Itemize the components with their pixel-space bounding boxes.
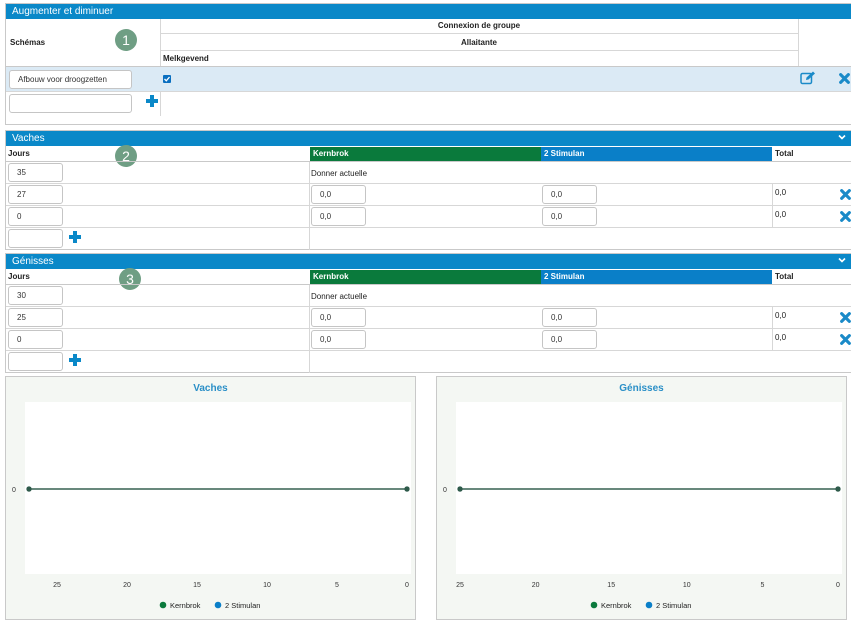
allaitante-header: Allaitante [460,38,497,47]
kernbrok-input[interactable]: 0,0 [311,330,366,349]
step-badge: 2 [115,145,137,167]
x-tick-label: 20 [123,582,131,589]
new-jours-input[interactable] [8,352,63,371]
col-stimulan-header: 2 Stimulan [541,147,772,161]
step-badge: 1 [115,29,137,51]
legend-label: 2 Stimulan [225,601,260,610]
section-title: Vaches [6,131,851,146]
data-point [835,486,841,492]
stimulan-input[interactable]: 0,0 [542,308,597,327]
current-feed-label: Donner actuelle [311,169,368,178]
schema-name-input[interactable]: Afbouw voor droogzetten [9,70,132,89]
stimulan-input[interactable]: 0,0 [542,207,597,226]
new-schema-input[interactable] [9,94,132,113]
chart-svg: 0 25 20 15 10 5 0 Kernbrok 2 Stimulan [12,486,410,610]
step-badge: 3 [119,268,141,290]
legend-label: 2 Stimulan [656,601,691,610]
kernbrok-input[interactable]: 0,0 [311,207,366,226]
y-tick-label: 0 [443,487,447,494]
col-schemas-header: Schémas [10,38,46,47]
jours-input[interactable]: 35 [8,163,63,182]
col-jours-header: Jours [8,272,30,281]
total-value: 0,0 [775,311,787,320]
jours-input[interactable]: 27 [8,185,63,204]
col-kernbrok-header: Kernbrok [310,147,541,161]
current-feed-label: Donner actuelle [311,292,368,301]
chart-title: Vaches [193,383,228,394]
section-genisses: Génisses 3 Jours Kernbrok 2 Stimulan Tot… [5,253,851,373]
legend-marker [214,601,222,609]
delete-row-icon[interactable] [840,334,851,345]
legend-marker [645,601,653,609]
delete-icon[interactable] [839,73,850,84]
jours-input[interactable]: 30 [8,286,63,305]
x-tick-label: 15 [607,582,615,589]
col-total-header: Total [775,149,794,158]
stimulan-input[interactable]: 0,0 [542,330,597,349]
legend-marker [590,601,598,609]
melkgevend-header: Melkgevend [163,54,209,63]
jours-input[interactable]: 0 [8,330,63,349]
data-point [26,486,32,492]
x-tick-label: 15 [193,582,201,589]
stimulan-input[interactable]: 0,0 [542,185,597,204]
x-tick-label: 0 [836,582,840,589]
x-tick-label: 25 [456,582,464,589]
group-connection-header: Connexion de groupe [437,21,521,30]
legend-label: Kernbrok [170,601,201,610]
edit-icon[interactable] [800,71,816,85]
add-schema-icon[interactable] [146,95,158,107]
data-point [404,486,410,492]
chart-svg: 0 25 20 15 10 5 0 Kernbrok 2 Stimulan [443,486,841,610]
add-row-icon[interactable] [69,354,81,366]
x-tick-label: 25 [53,582,61,589]
section-vaches: Vaches 2 Jours Kernbrok 2 Stimulan Total… [5,130,851,250]
chart-vaches: Vaches 0 25 20 15 10 5 0 Kernbrok 2 Stimulan [5,376,416,620]
section-augmenter-diminuer: Augmenter et diminuer 1 Schémas Connexio… [5,3,851,125]
kernbrok-input[interactable]: 0,0 [311,185,366,204]
col-jours-header: Jours [8,149,30,158]
jours-input[interactable]: 0 [8,207,63,226]
total-value: 0,0 [775,210,787,219]
schema-row [6,67,851,91]
delete-row-icon[interactable] [840,189,851,200]
col-stimulan-header: 2 Stimulan [541,270,772,284]
chevron-down-icon[interactable] [837,255,847,265]
col-total-header: Total [775,272,794,281]
chart-title: Génisses [619,383,664,394]
x-tick-label: 10 [683,582,691,589]
x-tick-label: 5 [335,582,339,589]
total-value: 0,0 [775,188,787,197]
kernbrok-input[interactable]: 0,0 [311,308,366,327]
col-kernbrok-header: Kernbrok [310,270,541,284]
delete-row-icon[interactable] [840,211,851,222]
legend-marker [159,601,167,609]
data-point [457,486,463,492]
plot-area [25,402,411,574]
x-tick-label: 5 [760,582,764,589]
x-tick-label: 20 [532,582,540,589]
delete-row-icon[interactable] [840,312,851,323]
new-jours-input[interactable] [8,229,63,248]
chart-genisses: Génisses 0 25 20 15 10 5 0 Kernbrok 2 Stimulan [436,376,847,620]
x-tick-label: 0 [405,582,409,589]
chevron-down-icon[interactable] [837,132,847,142]
y-tick-label: 0 [12,487,16,494]
section-title: Génisses [6,254,851,269]
total-value: 0,0 [775,333,787,342]
plot-area [456,402,842,574]
melkgevend-checkbox[interactable] [163,75,171,83]
add-row-icon[interactable] [69,231,81,243]
x-tick-label: 10 [263,582,271,589]
jours-input[interactable]: 25 [8,308,63,327]
legend-label: Kernbrok [601,601,632,610]
section-title: Augmenter et diminuer [6,4,851,19]
